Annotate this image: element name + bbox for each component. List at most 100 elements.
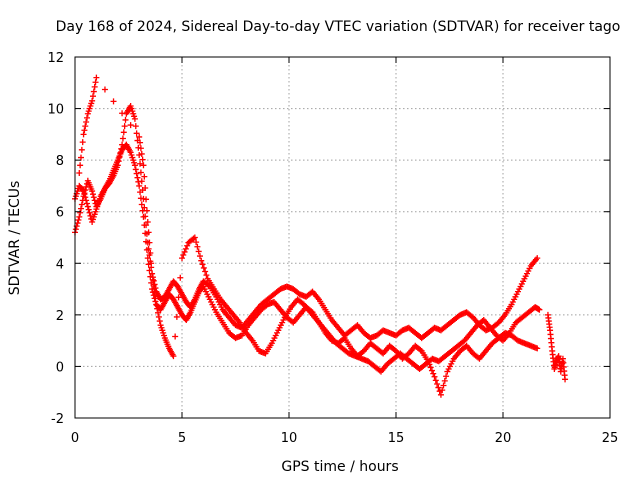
data-point xyxy=(80,188,87,195)
data-point xyxy=(179,255,185,262)
y-tick-label: 0 xyxy=(56,360,64,375)
x-tick-label: 10 xyxy=(281,431,298,446)
data-point xyxy=(90,88,97,95)
data-point xyxy=(144,255,151,262)
data-point xyxy=(137,160,144,167)
data-point xyxy=(200,264,207,271)
data-point xyxy=(133,170,140,177)
data-point xyxy=(134,174,141,181)
data-point xyxy=(83,197,90,204)
data-point xyxy=(138,201,145,208)
data-point xyxy=(182,245,189,252)
data-point xyxy=(202,268,209,275)
data-point xyxy=(184,242,191,249)
data-point xyxy=(199,261,206,268)
data-point xyxy=(536,306,543,313)
y-tick-label: 2 xyxy=(56,309,64,324)
data-point xyxy=(439,387,446,394)
data-point xyxy=(120,129,127,136)
data-point xyxy=(122,116,129,123)
data-point xyxy=(143,207,150,214)
data-point xyxy=(82,194,89,201)
data-point xyxy=(136,133,143,140)
data-point xyxy=(91,197,98,204)
data-point xyxy=(145,229,152,236)
data-point xyxy=(172,333,179,340)
data-point xyxy=(190,235,197,242)
data-point xyxy=(84,203,91,210)
data-point xyxy=(82,123,89,130)
data-point xyxy=(119,110,126,117)
data-point xyxy=(89,191,96,198)
y-tick-label: -2 xyxy=(51,412,64,427)
data-point xyxy=(137,145,144,152)
data-point xyxy=(142,184,149,191)
data-point xyxy=(77,209,84,216)
data-point xyxy=(181,248,188,255)
series-D xyxy=(544,311,569,383)
data-point xyxy=(143,246,150,253)
data-point xyxy=(135,178,142,185)
data-point xyxy=(74,220,81,227)
grid xyxy=(75,57,610,418)
data-point xyxy=(151,289,158,296)
x-tick-label: 0 xyxy=(71,431,79,446)
data-point xyxy=(170,353,177,360)
data-point xyxy=(180,252,187,259)
data-point xyxy=(153,301,160,308)
data-point xyxy=(155,309,162,316)
data-point xyxy=(83,200,90,207)
data-point xyxy=(101,86,108,93)
data-point xyxy=(87,212,94,219)
data-point xyxy=(435,384,442,391)
data-point xyxy=(441,377,448,384)
data-point xyxy=(193,239,200,246)
y-tick-label: 12 xyxy=(47,51,64,66)
data-point xyxy=(79,187,86,194)
data-point xyxy=(138,150,145,157)
x-tick-label: 5 xyxy=(178,431,186,446)
data-point xyxy=(432,377,439,384)
data-point xyxy=(443,373,450,380)
data-point xyxy=(83,118,90,125)
data-point xyxy=(154,305,161,312)
data-point xyxy=(196,253,203,260)
data-point xyxy=(142,230,149,237)
x-tick-label: 15 xyxy=(388,431,405,446)
data-point xyxy=(133,130,140,137)
data-point xyxy=(562,376,569,383)
data-point xyxy=(89,188,96,195)
data-point xyxy=(148,279,155,286)
data-point xyxy=(437,391,444,398)
data-point xyxy=(434,380,441,387)
data-point xyxy=(137,195,144,202)
data-point xyxy=(127,122,134,129)
data-point xyxy=(141,222,148,229)
y-tick-label: 4 xyxy=(56,257,64,272)
data-point xyxy=(150,292,157,299)
data-point xyxy=(152,295,159,302)
data-point xyxy=(78,146,85,153)
data-point xyxy=(77,154,84,161)
data-point xyxy=(143,238,150,245)
data-point xyxy=(81,191,88,198)
data-point xyxy=(140,162,147,169)
data-point xyxy=(155,313,162,320)
data-point xyxy=(91,83,98,90)
data-point xyxy=(177,274,184,281)
plot-frame xyxy=(74,56,611,419)
data-point xyxy=(77,205,84,212)
y-tick-label: 6 xyxy=(56,206,64,221)
data-point xyxy=(430,370,437,377)
data-point xyxy=(534,345,541,352)
data-point xyxy=(156,318,163,325)
data-point xyxy=(131,115,138,122)
data-point xyxy=(427,364,434,371)
chart-title: Day 168 of 2024, Sidereal Day-to-day VTE… xyxy=(56,19,621,35)
axis-ticks: 0 5 10 15 20 25 -2 0 2 4 6 8 10 12 xyxy=(47,51,618,446)
data-point xyxy=(80,131,87,138)
data-point xyxy=(79,139,86,146)
data-point xyxy=(137,169,144,176)
data-point xyxy=(78,201,85,208)
data-point xyxy=(149,276,156,283)
